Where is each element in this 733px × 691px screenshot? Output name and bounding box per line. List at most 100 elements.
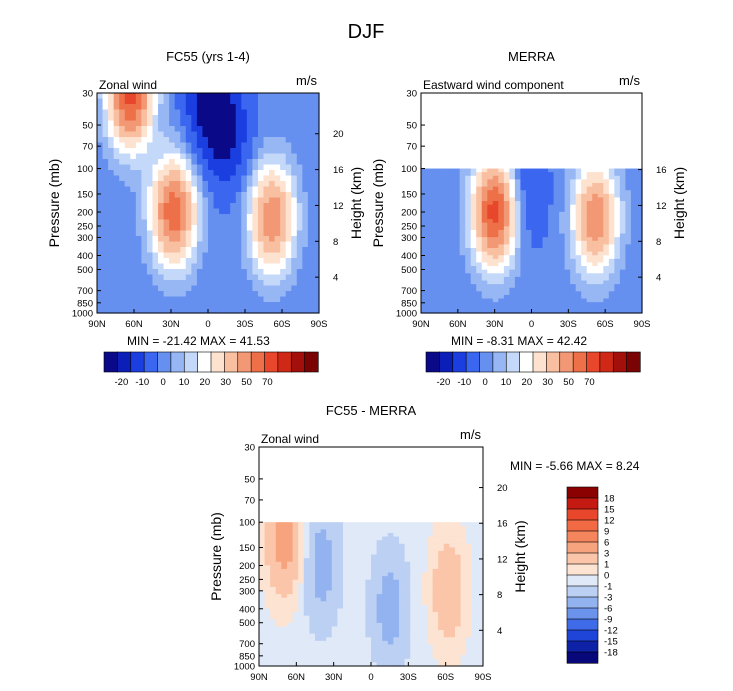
field-cell: [387, 651, 394, 656]
field-cell: [459, 219, 466, 224]
field-cell: [427, 561, 434, 566]
figure-title: DJF: [348, 21, 385, 43]
field-cell: [570, 190, 577, 195]
y-tick-label: 500: [239, 618, 255, 629]
field-cell: [415, 655, 422, 660]
field-cell: [630, 269, 638, 274]
field-cell: [348, 558, 355, 563]
field-cell: [603, 258, 610, 264]
field-cell: [542, 168, 549, 173]
field-cell: [169, 302, 176, 309]
field-cell: [213, 274, 220, 281]
field-cell: [404, 644, 411, 649]
field-cell: [315, 651, 322, 656]
field-cell: [280, 285, 287, 292]
field-cell: [163, 263, 170, 270]
field-cell: [608, 273, 615, 278]
field-cell: [603, 193, 610, 199]
field-cell: [241, 208, 248, 215]
field-cell: [152, 269, 159, 276]
field-cell: [365, 662, 372, 667]
field-cell: [141, 296, 148, 303]
field-cell: [315, 558, 322, 563]
field-cell: [625, 309, 632, 314]
field-cell: [514, 284, 522, 289]
field-cell: [291, 291, 298, 298]
field-cell: [421, 168, 428, 173]
field-cell: [437, 172, 444, 177]
field-cell: [630, 280, 638, 285]
field-cell: [509, 305, 516, 310]
field-cell: [487, 179, 494, 184]
field-cell: [331, 576, 338, 581]
field-cell: [448, 240, 455, 245]
field-cell: [449, 597, 456, 602]
field-cell: [296, 120, 303, 127]
field-cell: [213, 252, 220, 259]
field-cell: [581, 273, 588, 278]
field-cell: [296, 291, 303, 298]
field-cell: [537, 294, 544, 300]
field-cell: [241, 109, 248, 116]
field-cell: [152, 186, 159, 193]
field-cell: [307, 236, 315, 243]
field-cell: [365, 619, 372, 624]
field-cell: [285, 263, 292, 270]
field-cell: [141, 115, 148, 122]
field-cell: [337, 568, 344, 574]
field-cell: [365, 594, 372, 599]
field-cell: [252, 137, 259, 144]
field-cell: [196, 148, 204, 155]
field-cell: [275, 579, 282, 584]
field-cell: [586, 240, 593, 245]
field-cell: [235, 219, 242, 226]
field-cell: [443, 594, 450, 599]
field-cell: [455, 532, 462, 538]
field-cell: [427, 547, 434, 552]
field-cell: [570, 280, 577, 285]
field-cell: [130, 192, 137, 199]
field-cell: [492, 298, 499, 303]
field-cell: [124, 93, 131, 100]
field-cell: [592, 266, 599, 271]
field-cell: [608, 302, 615, 307]
field-cell: [246, 247, 253, 254]
colorbar-label: 20: [200, 377, 211, 388]
y-tick-label: 50: [82, 121, 93, 132]
field-cell: [124, 203, 131, 210]
field-cell: [281, 633, 288, 638]
field-cell: [152, 285, 159, 292]
field-cell: [158, 236, 165, 243]
field-cell: [564, 251, 571, 256]
field-cell: [537, 266, 544, 271]
field-cell: [427, 597, 434, 602]
field-cell: [274, 186, 281, 193]
field-cell: [185, 137, 192, 144]
field-cell: [432, 222, 439, 227]
field-cell: [421, 554, 428, 559]
field-cell: [119, 302, 126, 309]
field-cell: [387, 522, 394, 527]
field-cell: [443, 633, 450, 638]
field-cell: [307, 131, 315, 138]
chart-panel-1: FC55 (yrs 1-4)Zonal wind m/s3050701001502…: [46, 49, 364, 348]
field-cell: [213, 307, 220, 314]
field-cell: [365, 579, 372, 584]
field-cell: [224, 98, 231, 105]
field-cell: [274, 296, 281, 303]
field-cell: [531, 233, 538, 238]
field-cell: [320, 554, 327, 559]
field-cell: [514, 219, 522, 224]
field-cell: [437, 309, 444, 314]
field-cell: [292, 590, 299, 595]
field-cell: [307, 159, 315, 166]
field-cell: [459, 291, 466, 296]
field-cell: [636, 233, 643, 238]
field-cell: [185, 109, 192, 116]
field-cell: [119, 269, 126, 276]
field-cell: [263, 208, 270, 215]
field-cell: [269, 236, 276, 243]
field-cell: [292, 662, 299, 667]
field-cell: [471, 536, 478, 541]
field-cell: [263, 186, 270, 193]
